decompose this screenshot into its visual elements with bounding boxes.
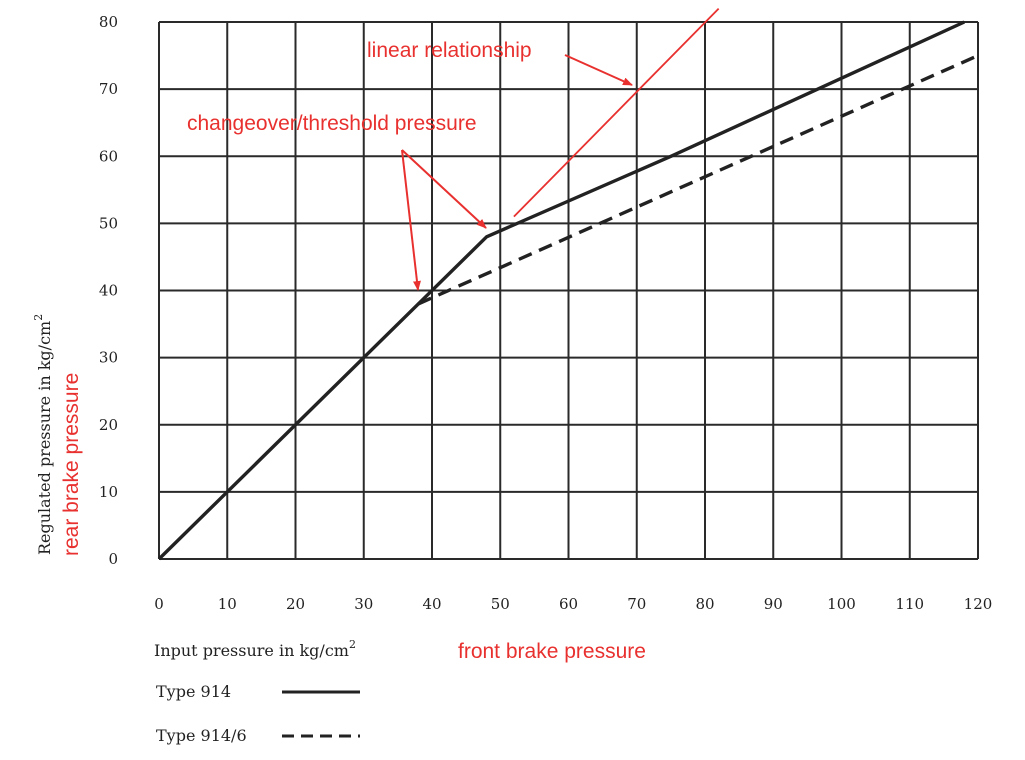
x-tick-label-110: 110 [895, 595, 924, 613]
threshold-arrow-1 [401, 149, 487, 229]
x-tick-label-80: 80 [695, 595, 714, 613]
rear-brake-label: rear brake pressure [60, 373, 83, 556]
series-lines [157, 20, 979, 561]
x-tick-label-10: 10 [218, 595, 237, 613]
x-tick-label-60: 60 [559, 595, 578, 613]
series-line-type-914 [157, 20, 966, 561]
annotations: linear relationship changeover/threshold… [60, 7, 720, 663]
y-tick-label-60: 60 [99, 147, 118, 165]
svg-text:Regulated pressure in kg/cm2: Regulated pressure in kg/cm2 [32, 314, 54, 555]
x-axis-label: Input pressure in kg/cm2 [154, 638, 356, 660]
x-tick-label-20: 20 [286, 595, 305, 613]
series-line-type-914-6 [417, 54, 979, 306]
y-tick-label-10: 10 [99, 483, 118, 501]
y-axis-label-main: Regulated pressure in kg/cm [35, 321, 54, 555]
y-tick-label-50: 50 [99, 214, 118, 232]
y-axis-label: Regulated pressure in kg/cm2 [32, 314, 54, 555]
grid [158, 21, 979, 560]
legend: Type 914 Type 914/6 [156, 682, 360, 745]
y-tick-label-20: 20 [99, 416, 118, 434]
x-tick-labels: 0 10 20 30 40 50 60 70 80 90 100 110 120 [154, 595, 992, 613]
x-tick-label-40: 40 [422, 595, 441, 613]
linear-relationship-arrow [564, 54, 633, 86]
y-tick-labels: 0 10 20 30 40 50 60 70 80 [99, 13, 118, 568]
linear-relationship-label: linear relationship [367, 39, 532, 62]
y-tick-label-30: 30 [99, 349, 118, 367]
legend-label-type-914-6: Type 914/6 [156, 726, 247, 745]
threshold-label: changeover/threshold pressure [187, 112, 477, 135]
svg-text:Input pressure in kg/cm2: Input pressure in kg/cm2 [154, 638, 356, 660]
x-tick-label-100: 100 [827, 595, 856, 613]
x-tick-label-70: 70 [627, 595, 646, 613]
x-tick-label-90: 90 [764, 595, 783, 613]
x-tick-label-50: 50 [491, 595, 510, 613]
x-tick-label-0: 0 [154, 595, 164, 613]
y-tick-label-0: 0 [108, 550, 118, 568]
x-tick-label-30: 30 [354, 595, 373, 613]
y-tick-label-70: 70 [99, 80, 118, 98]
y-tick-label-40: 40 [99, 282, 118, 300]
x-axis-label-sup: 2 [349, 638, 356, 651]
legend-label-type-914: Type 914 [156, 682, 231, 701]
threshold-arrow-2 [401, 149, 421, 291]
x-axis-label-main: Input pressure in kg/cm [154, 641, 349, 660]
x-tick-label-120: 120 [964, 595, 993, 613]
front-brake-label: front brake pressure [458, 640, 646, 663]
linear-relationship-line [513, 7, 720, 218]
y-tick-label-80: 80 [99, 13, 118, 31]
y-axis-label-sup: 2 [32, 314, 45, 321]
